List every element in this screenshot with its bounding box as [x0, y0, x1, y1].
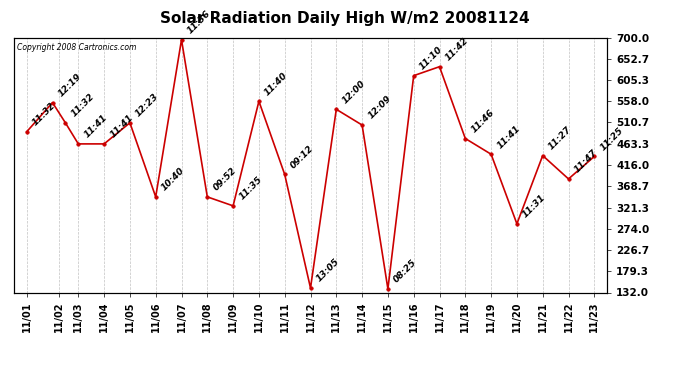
Text: 11:25: 11:25 — [598, 126, 625, 152]
Text: 11:47: 11:47 — [573, 148, 600, 175]
Text: 11:31: 11:31 — [521, 193, 548, 220]
Text: 11:46: 11:46 — [469, 108, 496, 134]
Text: 11:10: 11:10 — [418, 45, 444, 72]
Text: 11:32: 11:32 — [70, 92, 96, 118]
Text: 08:25: 08:25 — [392, 258, 419, 285]
Text: 11:41: 11:41 — [83, 113, 109, 140]
Text: 12:09: 12:09 — [366, 94, 393, 121]
Text: 13:05: 13:05 — [315, 257, 342, 284]
Text: 10:40: 10:40 — [160, 166, 186, 193]
Text: Copyright 2008 Cartronics.com: Copyright 2008 Cartronics.com — [17, 43, 136, 52]
Text: 12:23: 12:23 — [134, 92, 161, 118]
Text: 11:41: 11:41 — [495, 123, 522, 150]
Text: 11:41: 11:41 — [108, 113, 135, 140]
Text: 09:12: 09:12 — [289, 144, 315, 170]
Text: 12:19: 12:19 — [57, 72, 83, 98]
Text: Solar Radiation Daily High W/m2 20081124: Solar Radiation Daily High W/m2 20081124 — [160, 11, 530, 26]
Text: 11:40: 11:40 — [263, 70, 290, 97]
Text: 11:35: 11:35 — [237, 175, 264, 202]
Text: 09:52: 09:52 — [211, 166, 238, 193]
Text: 11:42: 11:42 — [444, 36, 471, 63]
Text: 11:27: 11:27 — [547, 125, 573, 152]
Text: 11:32: 11:32 — [31, 101, 57, 128]
Text: 12:00: 12:00 — [340, 78, 367, 105]
Text: 11:36: 11:36 — [186, 9, 213, 36]
